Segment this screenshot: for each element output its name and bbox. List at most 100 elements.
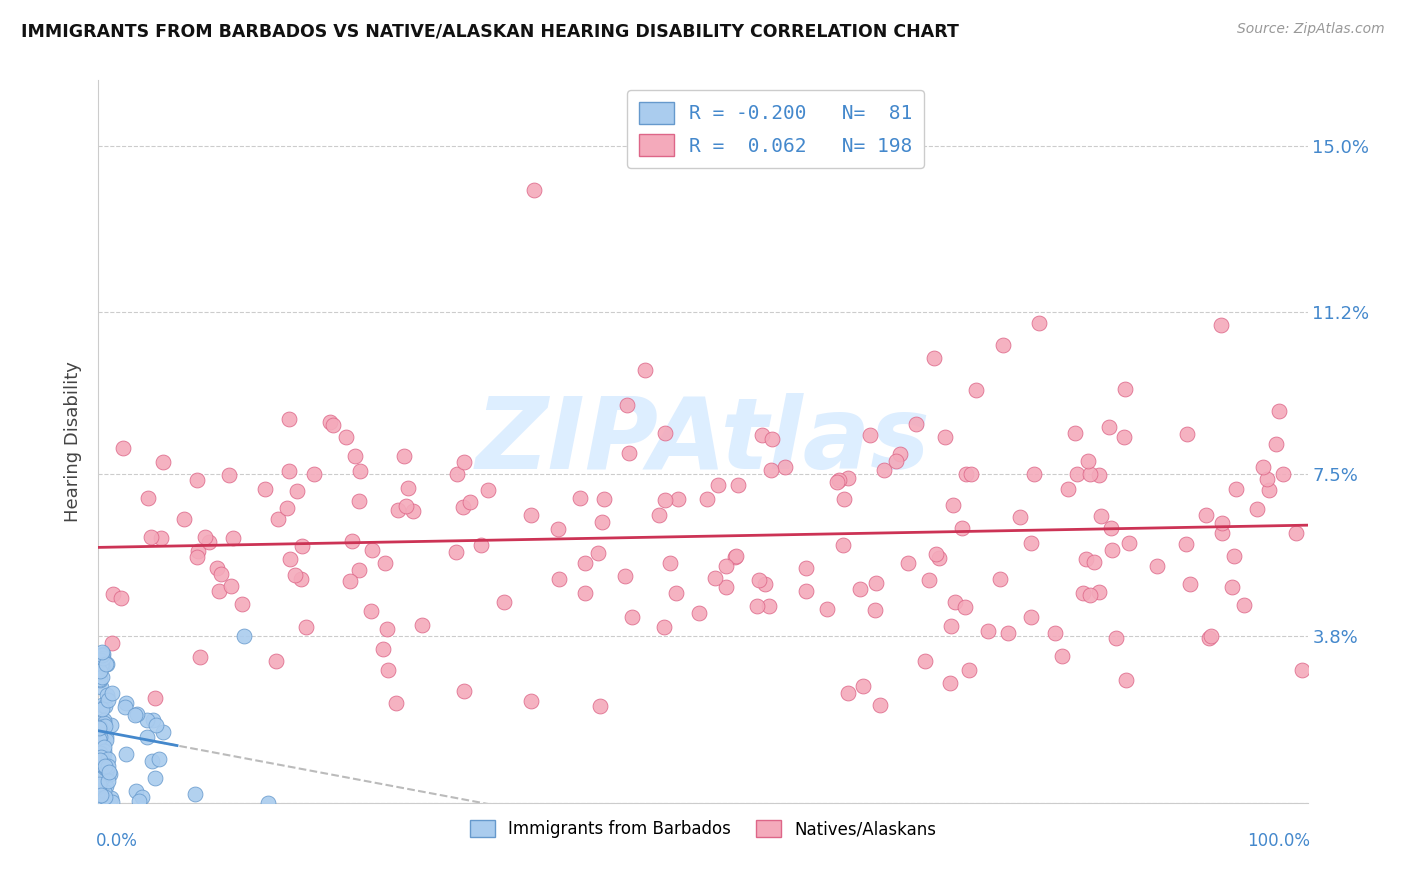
Point xyxy=(360,542,382,557)
Point xyxy=(290,572,312,586)
Point xyxy=(285,483,308,498)
Point xyxy=(1045,626,1067,640)
Point xyxy=(387,503,409,517)
Point xyxy=(666,491,689,506)
Point xyxy=(934,430,956,444)
Text: ZIPAtlas: ZIPAtlas xyxy=(475,393,931,490)
Point xyxy=(1199,629,1222,643)
Point xyxy=(187,544,209,558)
Point xyxy=(654,426,676,441)
Point xyxy=(1101,542,1123,557)
Point xyxy=(114,700,136,714)
Point xyxy=(231,598,253,612)
Point xyxy=(1211,318,1233,333)
Point xyxy=(152,725,174,739)
Point xyxy=(897,556,920,570)
Point xyxy=(375,623,398,637)
Point xyxy=(93,713,115,727)
Point xyxy=(1223,549,1246,563)
Point xyxy=(278,464,301,478)
Point xyxy=(592,491,614,506)
Point xyxy=(340,533,363,548)
Point xyxy=(128,794,150,808)
Point xyxy=(89,721,111,735)
Point xyxy=(101,635,124,649)
Legend: Immigrants from Barbados, Natives/Alaskans: Immigrants from Barbados, Natives/Alaska… xyxy=(463,814,943,845)
Y-axis label: Hearing Disability: Hearing Disability xyxy=(65,361,83,522)
Point xyxy=(152,455,174,469)
Point xyxy=(392,450,415,464)
Point xyxy=(591,515,613,529)
Point xyxy=(91,698,114,713)
Point xyxy=(89,777,111,791)
Point xyxy=(727,478,749,492)
Point xyxy=(977,624,1000,638)
Point xyxy=(960,467,983,481)
Point xyxy=(377,663,399,677)
Point xyxy=(396,481,419,495)
Point xyxy=(586,545,609,559)
Point xyxy=(209,566,232,581)
Point xyxy=(953,599,976,614)
Point xyxy=(917,573,939,587)
Point xyxy=(1098,420,1121,434)
Point xyxy=(101,587,124,601)
Point xyxy=(1220,580,1243,594)
Point xyxy=(127,706,149,721)
Point xyxy=(1253,459,1275,474)
Point xyxy=(90,749,112,764)
Point xyxy=(523,183,546,197)
Point xyxy=(131,790,153,805)
Point xyxy=(87,662,110,676)
Point xyxy=(444,544,467,558)
Point xyxy=(91,792,114,806)
Point xyxy=(849,582,872,596)
Point xyxy=(547,522,569,536)
Point xyxy=(547,572,569,586)
Point xyxy=(339,574,361,588)
Point xyxy=(373,642,395,657)
Point xyxy=(141,754,163,768)
Point xyxy=(724,549,747,564)
Point xyxy=(96,657,118,671)
Point xyxy=(89,672,111,686)
Point xyxy=(264,654,287,668)
Point xyxy=(619,446,641,460)
Point xyxy=(928,550,950,565)
Point xyxy=(1088,584,1111,599)
Point xyxy=(96,762,118,776)
Point xyxy=(1099,521,1122,535)
Point xyxy=(569,491,592,505)
Point xyxy=(470,538,492,552)
Point xyxy=(97,764,120,779)
Point xyxy=(1174,536,1197,550)
Point xyxy=(90,788,112,802)
Point xyxy=(124,708,146,723)
Point xyxy=(149,531,172,545)
Point xyxy=(997,626,1019,640)
Point xyxy=(112,442,135,456)
Point xyxy=(101,686,124,700)
Point xyxy=(1028,317,1050,331)
Point xyxy=(91,747,114,762)
Point xyxy=(1090,508,1112,523)
Point xyxy=(761,463,783,477)
Point xyxy=(90,648,112,663)
Text: IMMIGRANTS FROM BARBADOS VS NATIVE/ALASKAN HEARING DISABILITY CORRELATION CHART: IMMIGRANTS FROM BARBADOS VS NATIVE/ALASK… xyxy=(21,22,959,40)
Point xyxy=(773,459,796,474)
Point xyxy=(451,500,474,514)
Point xyxy=(754,577,776,591)
Point xyxy=(1105,631,1128,645)
Point xyxy=(1080,588,1102,602)
Point xyxy=(1078,467,1101,481)
Point xyxy=(90,757,112,772)
Point xyxy=(90,761,112,775)
Point xyxy=(751,428,773,442)
Point xyxy=(616,398,638,412)
Point xyxy=(1088,468,1111,483)
Point xyxy=(647,508,669,523)
Point xyxy=(1285,525,1308,540)
Point xyxy=(115,696,138,710)
Point xyxy=(110,591,132,605)
Point xyxy=(91,659,114,673)
